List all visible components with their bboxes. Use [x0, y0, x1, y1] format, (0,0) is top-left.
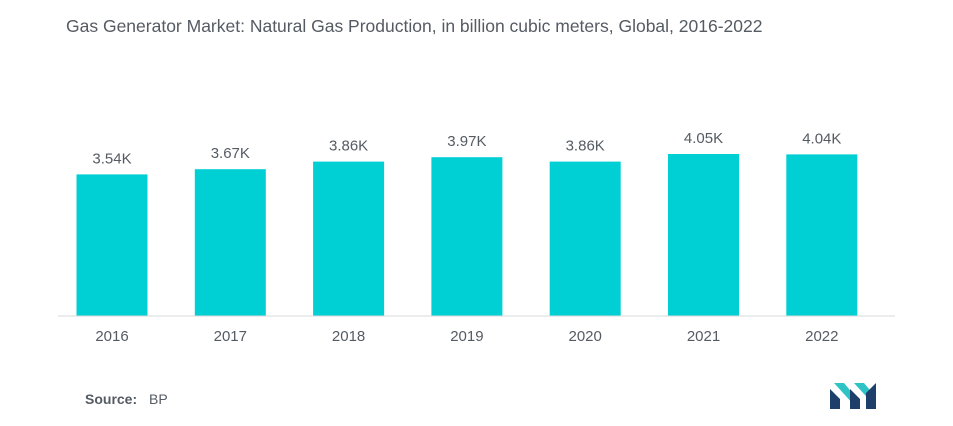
x-tick-label-2018: 2018: [332, 328, 365, 345]
x-tick-label-2016: 2016: [95, 328, 128, 345]
chart-title: Gas Generator Market: Natural Gas Produc…: [66, 16, 763, 36]
bar-2020: [549, 161, 621, 316]
bar-2016: [76, 174, 148, 316]
source-label: Source:: [85, 391, 138, 407]
data-label-2022: 4.04K: [802, 130, 841, 147]
data-label-2018: 3.86K: [329, 138, 368, 155]
data-label-2020: 3.86K: [566, 138, 605, 155]
bars-group: [76, 154, 858, 316]
x-tick-label-2022: 2022: [805, 328, 838, 345]
x-tick-label-2021: 2021: [687, 328, 720, 345]
x-tick-label-2019: 2019: [450, 328, 483, 345]
bar-2019: [431, 157, 503, 316]
source-value: BP: [149, 391, 168, 407]
bar-2017: [194, 169, 266, 316]
x-tick-label-2020: 2020: [569, 328, 602, 345]
source-note: Source: BP: [85, 391, 168, 407]
data-label-2016: 3.54K: [92, 150, 131, 167]
bar-2018: [313, 161, 385, 316]
mordor-logo-icon: [830, 383, 876, 409]
bar-2022: [786, 154, 858, 316]
bar-2021: [668, 154, 739, 316]
data-label-2019: 3.97K: [447, 133, 486, 150]
data-label-2021: 4.05K: [684, 130, 723, 147]
labels-group: 3.54K 2016 3.67K 2017 3.86K 2018 3.97K 2019 3.86…: [92, 130, 841, 345]
data-label-2017: 3.67K: [211, 145, 250, 162]
x-tick-label-2017: 2017: [214, 328, 247, 345]
